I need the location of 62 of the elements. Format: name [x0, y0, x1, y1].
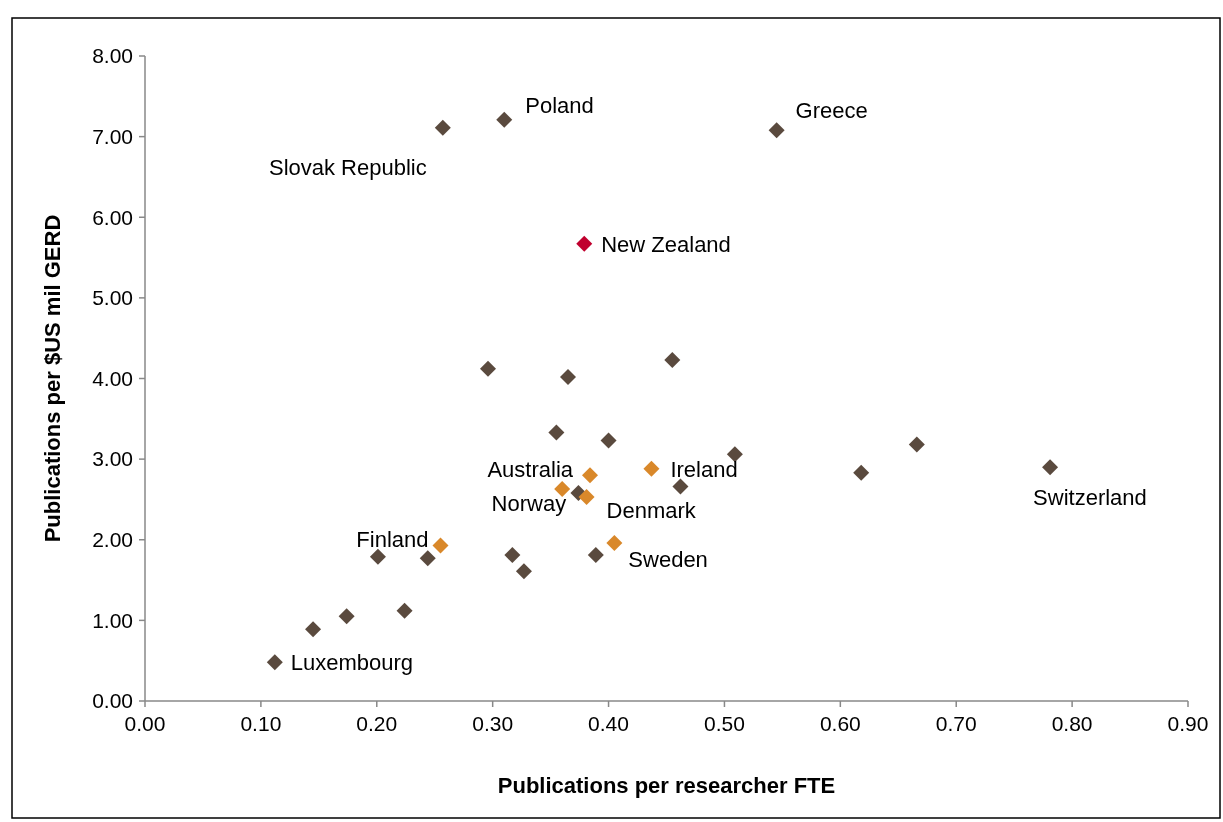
annotation: Norway — [491, 490, 567, 516]
annotation: Slovak Republic — [268, 155, 427, 181]
y-tick-label: 7.00 — [92, 124, 133, 148]
point — [496, 111, 513, 128]
annotation: New Zealand — [601, 231, 731, 257]
x-tick-label: 0.00 — [124, 712, 166, 735]
x-tick-label: 0.30 — [472, 712, 514, 735]
y-tick-label: 4.00 — [92, 366, 133, 390]
x-tick-label: 0.60 — [819, 712, 861, 735]
point — [853, 464, 870, 481]
annotation: Luxembourg — [290, 650, 414, 675]
point — [1042, 459, 1059, 476]
point — [559, 368, 576, 385]
point — [606, 534, 623, 551]
y-tick-label: 5.00 — [92, 286, 133, 310]
x-tick-label: 0.20 — [356, 712, 398, 735]
y-tick-label: 3.00 — [92, 447, 133, 471]
point — [672, 478, 689, 495]
point — [515, 563, 532, 580]
annotation: Greece — [795, 97, 868, 123]
point — [338, 608, 355, 625]
annotation: Sweden — [628, 546, 708, 572]
y-axis-title: Publications per $US mil GERD — [40, 214, 65, 543]
point — [434, 119, 451, 136]
annotation: Ireland — [670, 456, 738, 482]
point — [726, 446, 743, 463]
point — [432, 537, 449, 554]
point — [768, 122, 785, 139]
annotation: Poland — [525, 93, 594, 119]
annotation: Australia — [487, 456, 574, 482]
annotation: Switzerland — [1033, 484, 1147, 510]
x-tick-label: 0.10 — [240, 712, 282, 735]
point — [587, 547, 604, 564]
point — [369, 548, 386, 565]
x-tick-label: 0.90 — [1167, 712, 1209, 735]
y-tick-label: 2.00 — [92, 528, 133, 552]
x-axis-title: Publications per researcher FTE — [497, 773, 836, 798]
point — [578, 489, 595, 506]
y-tick-label: 0.00 — [92, 689, 133, 713]
point — [396, 602, 413, 619]
point — [643, 460, 660, 477]
point — [600, 432, 617, 449]
point — [576, 235, 593, 252]
y-tick-label: 1.00 — [92, 608, 133, 632]
point — [480, 360, 497, 377]
point — [305, 621, 322, 638]
x-tick-label: 0.50 — [704, 712, 745, 735]
y-tick-label: 6.00 — [92, 205, 133, 229]
x-tick-label: 0.70 — [935, 712, 977, 735]
point — [664, 351, 681, 368]
point — [554, 480, 571, 497]
y-tick-label: 8.00 — [92, 44, 133, 68]
point — [908, 436, 925, 453]
x-tick-label: 0.40 — [588, 712, 629, 735]
point — [548, 424, 565, 441]
point — [504, 547, 521, 564]
point — [266, 654, 283, 671]
x-tick-label: 0.80 — [1051, 712, 1093, 735]
point — [419, 550, 436, 567]
annotation: Finland — [356, 527, 429, 553]
annotation: Denmark — [606, 497, 697, 523]
point — [582, 467, 599, 484]
